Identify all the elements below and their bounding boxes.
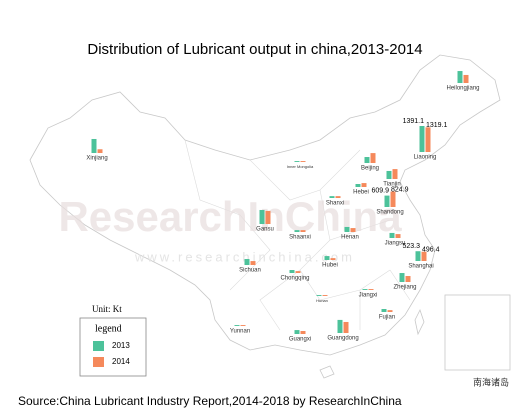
region-label: Liaoning (414, 155, 437, 161)
bar (415, 251, 421, 261)
taiwan (414, 308, 425, 336)
bar (250, 261, 256, 265)
bar (329, 196, 335, 198)
data-label: 1319.1 (426, 122, 448, 129)
bar (295, 271, 301, 273)
region-label: Heilongjiang (446, 86, 479, 92)
legend-label: 2014 (112, 357, 130, 366)
inset-label: 南海诸岛 (473, 376, 509, 387)
bar (294, 161, 300, 162)
bar (419, 126, 425, 152)
data-label: 1391.1 (403, 118, 425, 125)
bar (300, 331, 306, 334)
legend-title: legend (95, 323, 122, 334)
bar (265, 210, 271, 224)
region-label: Henan (341, 235, 359, 241)
bar (370, 153, 376, 163)
bar (405, 276, 411, 282)
bar (330, 258, 336, 260)
chart-title: Distribution of Lubricant output in chin… (87, 41, 422, 58)
province-lines (184, 139, 411, 331)
legend-swatch (93, 341, 104, 351)
bar (387, 310, 393, 312)
region-label: Xinjiang (86, 156, 107, 162)
bar (300, 161, 306, 162)
data-label: 609.9 (371, 187, 389, 194)
region-label: Zhejiang (393, 285, 416, 291)
region-label: Beijing (361, 166, 379, 172)
bar (386, 170, 392, 179)
legend-label: 2013 (112, 341, 130, 350)
region-label: Shanghai (408, 264, 433, 270)
bar (300, 230, 306, 232)
hainan (319, 365, 335, 379)
bar (234, 325, 240, 326)
bar (289, 270, 295, 273)
country-outline (29, 54, 501, 356)
bar (322, 295, 328, 296)
bar (343, 321, 349, 333)
bar (390, 191, 396, 207)
legend-box (79, 317, 147, 377)
region-label: Chongqing (280, 276, 309, 282)
inset-box (444, 294, 511, 371)
bar (355, 184, 361, 187)
region-label: Sichuan (239, 268, 261, 274)
region-label: Gansu (256, 227, 274, 233)
bar (294, 230, 300, 232)
region-label: Fujian (379, 315, 395, 321)
bar (362, 289, 368, 290)
bar (316, 295, 322, 296)
bar (337, 319, 343, 333)
bar (395, 234, 401, 238)
bar (389, 232, 395, 238)
region-label: Jiangxi (359, 293, 378, 299)
bar (463, 74, 469, 83)
bar (324, 256, 330, 260)
region-label: Shanxi (326, 201, 344, 207)
source: Source:China Lubricant Industry Report,2… (18, 394, 402, 408)
bar (361, 183, 367, 187)
bar (350, 228, 356, 232)
unit: Unit: Kt (92, 304, 122, 314)
legend-swatch (93, 357, 104, 367)
bar (364, 157, 370, 163)
bar (381, 309, 387, 312)
bar (244, 259, 250, 265)
bar (344, 226, 350, 232)
bar (457, 71, 463, 83)
watermark-url: www.researchinchina.com (134, 249, 355, 264)
region-label: Guangxi (289, 337, 311, 343)
bar (421, 251, 427, 261)
bar (240, 325, 246, 326)
bar (399, 273, 405, 282)
region-label: Guangdong (327, 336, 358, 342)
region-label: Inner Mongolia (287, 164, 314, 169)
region-label: Shaanxi (289, 235, 311, 241)
bar (97, 149, 103, 153)
bar (368, 289, 374, 290)
watermark: ResearchInChina (58, 193, 402, 240)
bar (425, 127, 431, 152)
data-label: 523.3 (402, 243, 420, 250)
region-label: Shandong (376, 210, 403, 216)
bar (335, 196, 341, 198)
bar (259, 209, 265, 224)
bar (91, 138, 97, 153)
region-label: Tianjin (383, 182, 400, 188)
data-label: 824.9 (391, 186, 409, 193)
bar (392, 169, 398, 179)
region-label: Jiangsu (385, 241, 406, 247)
bar (294, 330, 300, 334)
bars-layer: Heilongjiang Xinjiang Liaoning 1391.11319.1… (86, 71, 480, 367)
bar (384, 195, 390, 207)
data-label: 496.4 (422, 247, 440, 254)
region-label: Hubei (322, 263, 338, 269)
region-label: Yunnan (230, 329, 250, 335)
region-label: Hunan (316, 298, 328, 303)
region-label: Hebei (353, 190, 369, 196)
